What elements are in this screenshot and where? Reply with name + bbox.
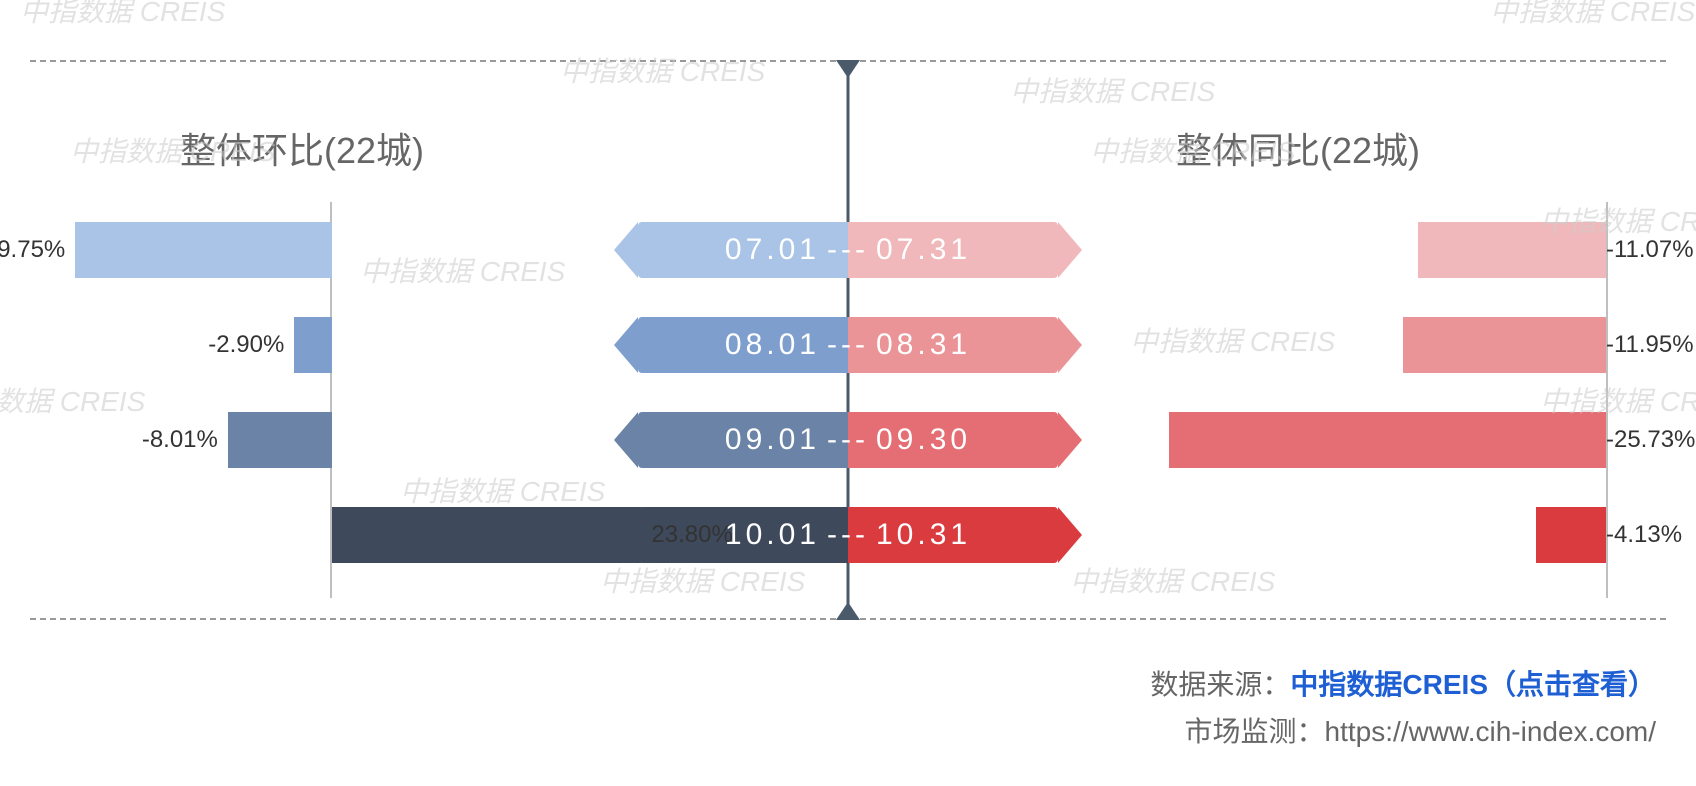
watermark-text: 中指数据 CREIS xyxy=(1490,0,1695,30)
left-chart: 整体环比(22城) -19.75% -2.90% -8.01% 23.80% xyxy=(30,62,550,618)
left-bar-row: -19.75% xyxy=(0,222,332,278)
date-start-text: 08.01 xyxy=(725,328,820,362)
source-link[interactable]: 中指数据CREIS（点击查看） xyxy=(1290,669,1656,700)
date-start-text: 10.01 xyxy=(725,518,820,552)
right-chart: 整体同比(22城) -11.07% -11.95% -25.73% -4.13% xyxy=(1146,62,1666,618)
right-bar-row: -11.07% xyxy=(1418,222,1696,278)
date-start: 07.01 xyxy=(638,222,848,278)
date-end-text: 09.30 xyxy=(876,423,971,457)
right-bar xyxy=(1403,317,1606,373)
left-bar-label: -2.90% xyxy=(208,331,284,359)
date-separator: --- xyxy=(827,233,869,267)
date-separator: --- xyxy=(827,518,869,552)
right-bar-label: -4.13% xyxy=(1606,521,1682,549)
date-end: 07.31 xyxy=(848,222,1058,278)
left-bar xyxy=(332,507,641,563)
left-bar-label: -8.01% xyxy=(142,426,218,454)
right-chart-title: 整体同比(22城) xyxy=(1176,122,1420,174)
left-bar-row: -2.90% xyxy=(208,317,332,373)
date-end-text: 10.31 xyxy=(876,518,971,552)
right-bar-row: -11.95% xyxy=(1403,317,1696,373)
left-bar-label: -19.75% xyxy=(0,236,65,264)
right-bar xyxy=(1169,412,1606,468)
right-bar-label: -11.07% xyxy=(1606,236,1694,264)
date-row: 07.01 --- 07.31 xyxy=(550,222,1146,278)
left-bar xyxy=(75,222,332,278)
chart-area: 07.01 --- 07.31 08.01 --- 08.31 09.01 --… xyxy=(30,60,1666,620)
date-separator: --- xyxy=(827,423,869,457)
right-bar-label: -25.73% xyxy=(1606,426,1695,454)
left-bar xyxy=(228,412,332,468)
date-end: 10.31 xyxy=(848,507,1058,563)
date-start: 09.01 xyxy=(638,412,848,468)
left-chart-title: 整体环比(22城) xyxy=(180,122,424,174)
left-bar-row: 23.80% xyxy=(332,507,733,563)
left-bar-label: 23.80% xyxy=(651,521,732,549)
right-bar xyxy=(1418,222,1606,278)
date-row: 09.01 --- 09.30 xyxy=(550,412,1146,468)
date-end-text: 08.31 xyxy=(876,328,971,362)
date-end-text: 07.31 xyxy=(876,233,971,267)
footer: 数据来源：中指数据CREIS（点击查看） 市场监测：https://www.ci… xyxy=(1150,661,1656,756)
date-start: 08.01 xyxy=(638,317,848,373)
date-start-text: 07.01 xyxy=(725,233,820,267)
market-label: 市场监测： xyxy=(1185,716,1325,747)
left-bar-row: -8.01% xyxy=(142,412,332,468)
right-bar-label: -11.95% xyxy=(1606,331,1694,359)
date-end: 09.30 xyxy=(848,412,1058,468)
watermark-text: 中指数据 CREIS xyxy=(20,0,225,30)
market-url[interactable]: https://www.cih-index.com/ xyxy=(1325,716,1656,747)
date-row: 08.01 --- 08.31 xyxy=(550,317,1146,373)
right-bar-row: -4.13% xyxy=(1536,507,1692,563)
arrow-up-icon xyxy=(836,602,860,620)
date-end: 08.31 xyxy=(848,317,1058,373)
source-label: 数据来源： xyxy=(1150,669,1290,700)
date-start-text: 09.01 xyxy=(725,423,820,457)
arrow-down-icon xyxy=(836,60,860,78)
right-bar xyxy=(1536,507,1606,563)
date-separator: --- xyxy=(827,328,869,362)
right-bar-row: -25.73% xyxy=(1169,412,1696,468)
left-bar xyxy=(294,317,332,373)
